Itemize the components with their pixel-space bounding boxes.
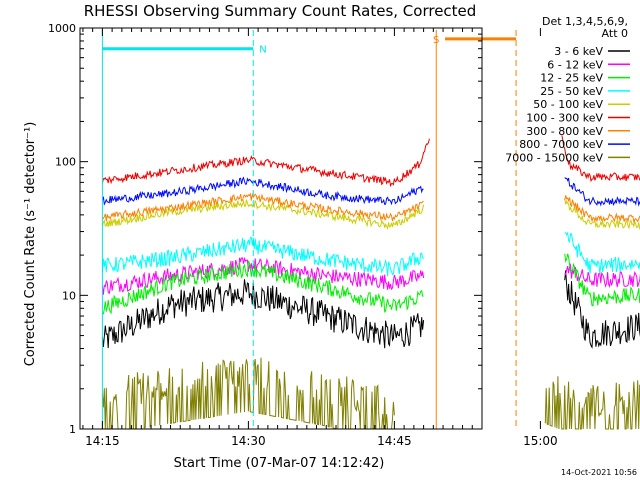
y-tick-label-0: 1 [69,423,76,436]
series-line-7-0 [101,176,424,206]
footer-date: 14-Oct-2021 10:56 [561,468,637,477]
series-line-2-0 [102,259,424,315]
bar-label-1: S [433,35,439,46]
legend-label-1: 6 - 12 keV [547,58,603,71]
series-line-5-1 [561,135,640,183]
series-line-0-0 [101,279,425,349]
series-line-6-1 [564,195,640,224]
legend-label-6: 300 - 800 keV [526,125,603,138]
series-4 [101,198,640,230]
legend-label-7: 800 - 7000 keV [519,138,603,151]
series-line-8-1 [544,376,640,430]
series-line-7-1 [564,177,640,207]
x-axis-label: Start Time (07-Mar-07 14:12:42) [174,456,385,471]
y-tick-label-1: 10 [62,289,76,302]
bar-layer: NS [101,30,517,429]
legend-label-5: 100 - 300 keV [526,112,603,125]
series-line-3-1 [564,231,640,274]
series-6 [102,192,640,224]
series-line-5-0 [101,138,430,188]
y-tick-label-2: 100 [55,156,76,169]
plot-frame [79,27,483,430]
series-line-4-1 [564,198,640,230]
series-3 [101,231,640,277]
series-line-0-1 [564,270,640,349]
y-tick-label-3: 1000 [48,22,76,35]
legend-label-2: 12 - 25 keV [540,72,603,85]
series-line-3-0 [101,236,424,277]
series-2 [102,253,640,315]
x-tick-label-2: 14:45 [377,434,412,448]
series-line-1-1 [564,262,640,289]
x-tick-label-3: 15:00 [523,434,558,448]
x-tick-label-1: 14:30 [231,434,266,448]
chart-title: RHESSI Observing Summary Count Rates, Co… [84,2,477,20]
legend-header-line-0: Det 1,3,4,5,6,9, [542,15,628,28]
series-0 [101,270,640,349]
legend-header-line-1: Att 0 [602,27,628,40]
series-5 [101,135,640,188]
legend-label-3: 25 - 50 keV [540,85,603,98]
bar-0: N [101,30,267,429]
axis-layer: 110100100014:1514:3014:4515:0015:1515:30… [48,22,558,448]
series-line-2-1 [564,253,640,307]
series-line-6-0 [102,192,424,222]
x-tick-label-0: 14:15 [85,434,120,448]
series-7 [101,176,640,207]
bar-label-0: N [259,45,266,56]
y-axis-label: Corrected Count Rate (s⁻¹ detector⁻¹) [23,122,38,367]
legend-label-4: 50 - 100 keV [533,98,603,111]
bar-1: S [433,30,517,429]
series-line-4-0 [101,199,425,230]
legend-label-8: 7000 - 15000 keV [505,151,603,164]
legend-label-0: 3 - 6 keV [554,45,603,58]
